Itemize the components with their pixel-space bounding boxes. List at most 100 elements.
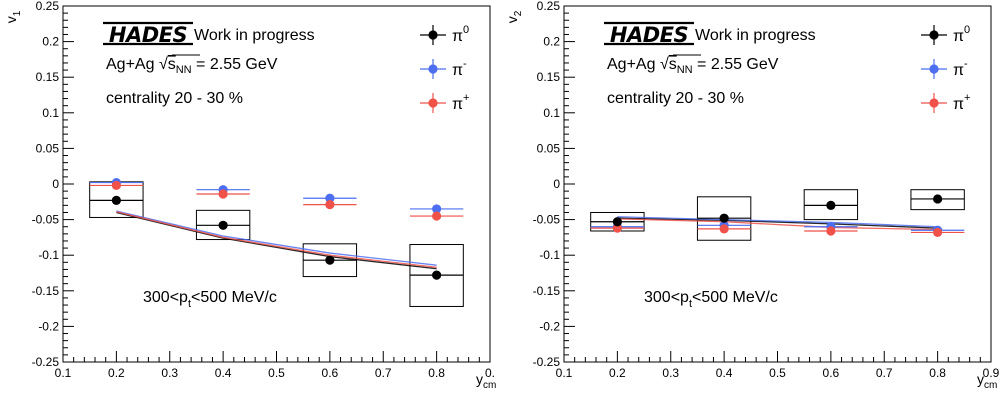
centrality-label: centrality 20 - 30 % <box>607 90 744 107</box>
v2-panel: 0.1 0.2 0.3 0.4 0.5 0.6 0.7 0.8 0.9 -0.25 -0.2 -0.1… <box>501 0 1001 396</box>
centrality-label: centrality 20 - 30 % <box>106 90 243 107</box>
legend-label: π+ <box>452 92 469 113</box>
data-point <box>432 211 442 221</box>
x-tick-label: 0. <box>485 366 495 380</box>
y-tick-label: -0.05 <box>32 213 60 227</box>
y-tick-label: 0.25 <box>537 0 561 13</box>
x-tick-label: 0.6 <box>322 366 339 380</box>
data-point <box>719 224 729 234</box>
status-label: Work in progress <box>194 27 315 44</box>
x-axis-title: ycm <box>977 371 997 391</box>
data-point <box>325 255 335 265</box>
x-tick-label: 0.4 <box>716 366 733 380</box>
data-point <box>612 217 622 227</box>
y-axis-title: v2 <box>504 10 524 23</box>
x-tick-label: 0.6 <box>823 366 840 380</box>
data-point <box>612 223 622 233</box>
x-tick-label: 0.5 <box>268 366 285 380</box>
y-tick-label: 0.05 <box>36 141 60 155</box>
x-axis-title: ycm <box>476 371 496 391</box>
y-tick-label: -0.15 <box>32 284 60 298</box>
legend-label: π- <box>452 58 467 79</box>
model-curve <box>116 211 437 270</box>
x-tick-label: 0.3 <box>161 366 178 380</box>
data-point <box>111 180 121 191</box>
systematic-box <box>803 189 859 221</box>
y-tick-label: -0.2 <box>38 319 59 333</box>
data-point <box>218 220 228 230</box>
legend-marker <box>428 98 438 108</box>
y-tick-label: 0 <box>553 177 560 191</box>
legend-marker <box>428 64 438 74</box>
legend-entry: π+ <box>921 92 970 113</box>
model-curve <box>617 216 938 228</box>
y-tick-label: -0.25 <box>32 355 60 369</box>
y-tick-label: 0 <box>52 177 59 191</box>
pt-cut-label: 300<pt<500 MeV/c <box>143 289 277 310</box>
x-tick-label: 0.2 <box>108 366 125 380</box>
model-curve <box>617 217 938 229</box>
data-point <box>826 226 836 236</box>
hades-logo: HADES <box>604 21 694 47</box>
legend-entry: π+ <box>420 92 469 113</box>
y-tick-label: 0.2 <box>42 35 59 49</box>
y-tick-label: 0.25 <box>36 0 60 13</box>
data-point <box>111 195 121 205</box>
legend-marker <box>929 98 939 108</box>
x-tick-label: 0.8 <box>428 366 445 380</box>
legend-label: π- <box>953 58 968 79</box>
collision-system-label: Ag+Ag √sNN = 2.55 GeV <box>106 56 278 76</box>
x-tick-label: 0.5 <box>769 366 786 380</box>
data-point <box>933 194 943 204</box>
y-tick-label: -0.1 <box>539 248 560 262</box>
data-point <box>826 200 836 210</box>
pt-cut-label: 300<pt<500 MeV/c <box>644 289 778 310</box>
y-tick-label: -0.1 <box>38 248 59 262</box>
v1-panel: 0.1 0.2 0.3 0.4 0.5 0.6 0.7 0.8 0. -0.25 -0.2 -0.15… <box>0 0 500 396</box>
y-tick-label: -0.25 <box>533 355 561 369</box>
y-tick-label: 0.1 <box>42 106 59 120</box>
legend-marker <box>428 30 438 40</box>
y-tick-label: 0.1 <box>543 106 560 120</box>
y-tick-label: -0.05 <box>533 213 561 227</box>
x-tick-label: 0.4 <box>215 366 232 380</box>
x-tick-label: 0.8 <box>929 366 946 380</box>
y-tick-label: 0.15 <box>537 70 561 84</box>
y-tick-label: -0.2 <box>539 319 560 333</box>
model-curve <box>617 218 938 231</box>
x-tick-label: 0.1 <box>55 366 72 380</box>
x-tick-label: 0.1 <box>556 366 573 380</box>
legend-label: π0 <box>452 24 469 45</box>
data-point <box>218 189 228 199</box>
y-tick-label: 0.2 <box>543 35 560 49</box>
model-curve <box>116 210 437 266</box>
y-tick-label: 0.05 <box>537 141 561 155</box>
data-point <box>719 213 729 223</box>
x-tick-label: 0.7 <box>375 366 392 380</box>
collision-system-label: Ag+Ag √sNN = 2.55 GeV <box>607 56 779 76</box>
hades-logo: HADES <box>103 21 193 47</box>
legend-entry: π- <box>420 58 467 79</box>
legend-entry: π0 <box>420 24 469 45</box>
legend-marker <box>929 30 939 40</box>
data-point <box>432 270 442 280</box>
legend-entry: π- <box>921 58 968 79</box>
model-curve <box>116 211 437 268</box>
legend-entry: π0 <box>921 24 970 45</box>
data-point <box>933 227 943 238</box>
data-point <box>432 204 442 214</box>
legend-marker <box>929 64 939 74</box>
y-tick-label: -0.15 <box>533 284 561 298</box>
status-label: Work in progress <box>695 27 816 44</box>
chart-svg: 0.1 0.2 0.3 0.4 0.5 0.6 0.7 0.8 0.9 -0.25 -0.2 -0.1… <box>504 0 1000 391</box>
systematic-box <box>910 189 965 211</box>
data-point <box>325 200 335 210</box>
y-tick-label: 0.15 <box>36 70 60 84</box>
x-tick-label: 0.3 <box>662 366 679 380</box>
x-tick-label: 0.2 <box>609 366 626 380</box>
x-tick-label: 0.9 <box>983 366 1000 380</box>
data-point <box>325 193 335 203</box>
legend-label: π0 <box>953 24 970 45</box>
hades-logo-text: HADES <box>610 23 688 47</box>
hades-logo-text: HADES <box>109 23 187 47</box>
